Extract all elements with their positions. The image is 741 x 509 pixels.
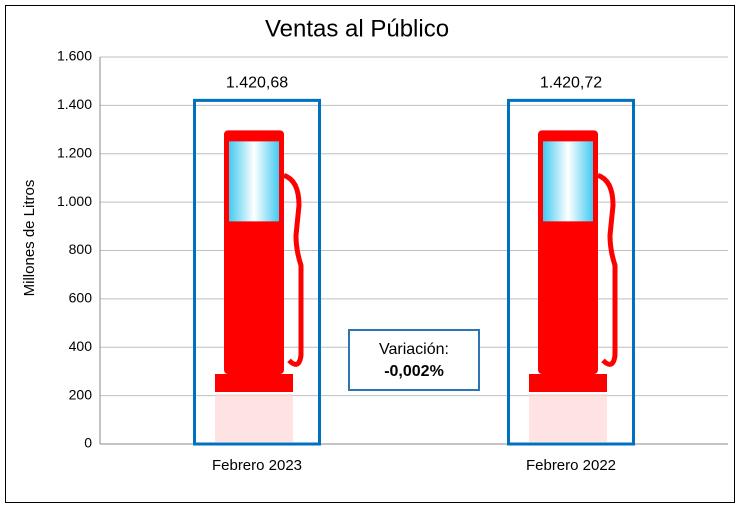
pump-reflection — [215, 394, 293, 442]
pump-icon — [215, 130, 304, 442]
pump-base — [215, 374, 293, 392]
y-tick-label: 1.600 — [57, 48, 92, 64]
annotation-box — [348, 329, 480, 391]
x-tick-label: Febrero 2022 — [526, 457, 616, 474]
pump-hose — [597, 172, 618, 367]
pump-hose — [283, 173, 304, 367]
pump-reflection — [529, 394, 607, 442]
y-tick-label: 200 — [69, 386, 93, 402]
pump-icon — [529, 130, 618, 442]
y-tick-label: 1.200 — [57, 144, 92, 160]
y-tick-label: 0 — [84, 435, 92, 451]
chart-border — [5, 5, 735, 503]
bar — [193, 98, 321, 446]
y-axis-label: Millones de Litros — [21, 180, 38, 297]
y-tick-label: 400 — [69, 338, 93, 354]
pump-base — [529, 374, 607, 392]
data-label: 1.420,72 — [540, 75, 602, 92]
data-label: 1.420,68 — [226, 75, 288, 92]
annotation-text: -0,002% — [384, 363, 444, 380]
chart-title: Ventas al Público — [265, 15, 449, 42]
bar — [507, 98, 635, 446]
y-tick-label: 800 — [69, 241, 93, 257]
x-tick-label: Febrero 2023 — [212, 457, 302, 474]
y-tick-label: 1.000 — [57, 193, 92, 209]
plot-area: 0 200 400 600 800 1.000 1.200 1.400 1.600 Febrero… — [57, 48, 728, 474]
y-tick-label: 1.400 — [57, 96, 92, 112]
y-tick-label: 600 — [69, 290, 93, 306]
pump-screen — [227, 139, 281, 224]
pump-screen — [541, 139, 595, 224]
annotation-text: Variación: — [379, 341, 449, 358]
